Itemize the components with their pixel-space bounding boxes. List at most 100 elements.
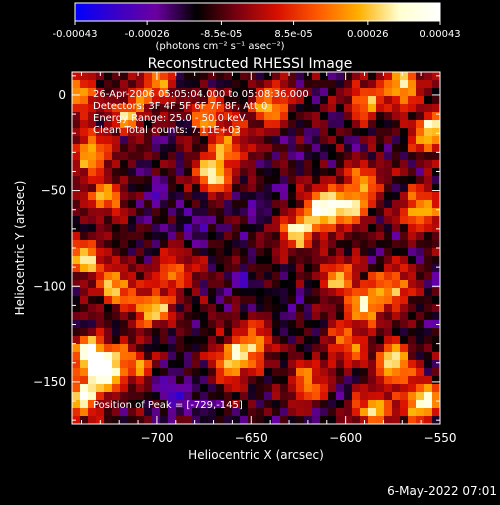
heatmap-pixel — [144, 192, 153, 201]
heatmap-pixel — [248, 176, 257, 185]
heatmap-pixel — [88, 360, 97, 369]
heatmap-pixel — [352, 368, 361, 377]
heatmap-pixel — [232, 320, 241, 329]
heatmap-pixel — [336, 344, 345, 353]
heatmap-pixel — [88, 176, 97, 185]
heatmap-pixel — [136, 184, 145, 193]
heatmap-pixel — [248, 408, 257, 417]
heatmap-pixel — [432, 400, 440, 409]
heatmap-pixel — [128, 416, 137, 424]
heatmap-pixel — [392, 216, 401, 225]
heatmap-pixel — [136, 160, 145, 169]
heatmap-pixel — [272, 96, 281, 105]
heatmap-pixel — [72, 192, 81, 201]
heatmap-pixel — [144, 256, 153, 265]
heatmap-pixel — [232, 344, 241, 353]
heatmap-pixel — [232, 232, 241, 241]
heatmap-pixel — [376, 280, 385, 289]
heatmap-pixel — [96, 344, 105, 353]
heatmap-pixel — [336, 256, 345, 265]
heatmap-pixel — [120, 112, 129, 121]
heatmap-pixel — [312, 312, 321, 321]
heatmap-pixel — [72, 352, 81, 361]
heatmap-pixel — [344, 232, 353, 241]
heatmap-pixel — [184, 136, 193, 145]
heatmap-pixel — [248, 160, 257, 169]
heatmap-pixel — [168, 200, 177, 209]
heatmap-pixel — [168, 144, 177, 153]
heatmap-pixel — [176, 336, 185, 345]
heatmap-pixel — [88, 240, 97, 249]
heatmap-pixel — [184, 280, 193, 289]
heatmap-pixel — [352, 328, 361, 337]
heatmap-pixel — [248, 256, 257, 265]
heatmap-pixel — [256, 232, 265, 241]
heatmap-pixel — [344, 72, 353, 81]
heatmap-pixel — [320, 312, 329, 321]
heatmap-pixel — [96, 288, 105, 297]
heatmap-pixel — [352, 416, 361, 424]
heatmap-pixel — [296, 392, 305, 401]
heatmap-pixel — [80, 216, 89, 225]
heatmap-pixel — [432, 408, 440, 417]
heatmap-pixel — [104, 184, 113, 193]
heatmap-pixel — [96, 80, 105, 89]
heatmap-pixel — [432, 240, 440, 249]
heatmap-pixel — [192, 216, 201, 225]
heatmap-pixel — [272, 312, 281, 321]
heatmap-pixel — [280, 152, 289, 161]
heatmap-pixel — [200, 272, 209, 281]
heatmap-pixel — [160, 320, 169, 329]
heatmap-pixel — [344, 400, 353, 409]
heatmap-pixel — [368, 136, 377, 145]
heatmap-pixel — [152, 224, 161, 233]
heatmap-pixel — [112, 176, 121, 185]
heatmap-pixel — [208, 384, 217, 393]
heatmap-pixel — [352, 152, 361, 161]
heatmap-pixel — [144, 96, 153, 105]
heatmap-pixel — [304, 160, 313, 169]
heatmap-pixel — [296, 312, 305, 321]
heatmap-pixel — [240, 240, 249, 249]
heatmap-pixel — [328, 240, 337, 249]
heatmap-pixel — [288, 184, 297, 193]
heatmap-pixel — [424, 248, 433, 257]
heatmap-pixel — [280, 112, 289, 121]
heatmap-pixel — [304, 352, 313, 361]
heatmap-pixel — [80, 288, 89, 297]
heatmap-pixel — [88, 216, 97, 225]
heatmap-pixel — [304, 192, 313, 201]
heatmap-pixel — [416, 144, 425, 153]
heatmap-pixel — [136, 400, 145, 409]
heatmap-pixel — [368, 248, 377, 257]
heatmap-pixel — [144, 120, 153, 129]
heatmap-pixel — [296, 400, 305, 409]
heatmap-pixel — [272, 200, 281, 209]
heatmap-pixel — [344, 408, 353, 417]
heatmap-pixel — [360, 160, 369, 169]
heatmap-pixel — [352, 216, 361, 225]
heatmap-pixel — [80, 304, 89, 313]
heatmap-pixel — [200, 208, 209, 217]
heatmap-pixel — [184, 176, 193, 185]
heatmap-pixel — [208, 392, 217, 401]
heatmap-pixel — [296, 384, 305, 393]
heatmap-pixel — [80, 408, 89, 417]
heatmap-pixel — [176, 136, 185, 145]
heatmap-pixel — [160, 376, 169, 385]
heatmap-pixel — [432, 176, 440, 185]
heatmap-pixel — [128, 136, 137, 145]
heatmap-pixel — [424, 416, 433, 424]
heatmap-pixel — [264, 176, 273, 185]
heatmap-pixel — [368, 168, 377, 177]
heatmap-pixel — [400, 184, 409, 193]
heatmap-pixel — [104, 264, 113, 273]
heatmap-pixel — [176, 392, 185, 401]
heatmap-pixel — [168, 240, 177, 249]
heatmap-pixel — [72, 208, 81, 217]
heatmap-pixel — [432, 112, 440, 121]
heatmap-pixel — [224, 184, 233, 193]
heatmap-pixel — [216, 232, 225, 241]
heatmap-pixel — [88, 304, 97, 313]
heatmap-pixel — [304, 272, 313, 281]
